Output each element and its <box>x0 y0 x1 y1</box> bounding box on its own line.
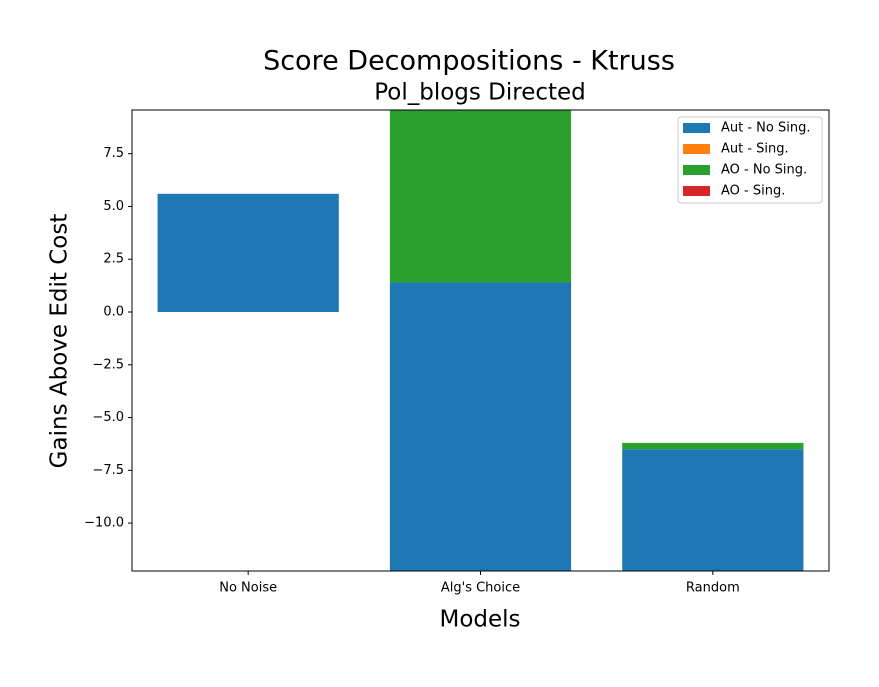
x-tick-label: No Noise <box>219 581 277 596</box>
legend-box <box>677 116 823 204</box>
y-tick-label: 0.0 <box>103 305 124 320</box>
y-tick-label: −2.5 <box>92 357 124 372</box>
y-axis-label: Gains Above Edit Cost <box>47 214 73 469</box>
bar-segment <box>389 110 572 283</box>
x-tick-label: Random <box>686 581 740 596</box>
y-tick-label: 2.5 <box>103 252 124 267</box>
chart-subtitle: Pol_blogs Directed <box>374 80 586 106</box>
bar-segment <box>622 442 804 450</box>
bar-segment <box>157 193 339 313</box>
legend-swatch <box>683 123 710 133</box>
legend-label: Aut - No Sing. <box>721 121 810 136</box>
legend-swatch <box>683 144 710 154</box>
y-tick-label: −7.5 <box>92 463 124 478</box>
y-tick-label: −10.0 <box>84 516 124 531</box>
x-axis-label: Models <box>439 607 520 633</box>
y-tick-label: 7.5 <box>103 146 124 161</box>
legend-label: AO - No Sing. <box>721 163 807 178</box>
chart-title: Score Decompositions - Ktruss <box>263 46 675 77</box>
x-tick-label: Alg's Choice <box>441 581 520 596</box>
legend-label: Aut - Sing. <box>721 142 789 157</box>
bar-segment <box>622 449 804 571</box>
legend-swatch <box>683 165 710 175</box>
legend-label: AO - Sing. <box>721 184 785 199</box>
y-tick-label: −5.0 <box>92 410 124 425</box>
bar-segment <box>389 282 572 571</box>
plot-area <box>157 110 804 571</box>
y-tick-label: 5.0 <box>103 199 124 214</box>
legend-swatch <box>683 186 710 196</box>
